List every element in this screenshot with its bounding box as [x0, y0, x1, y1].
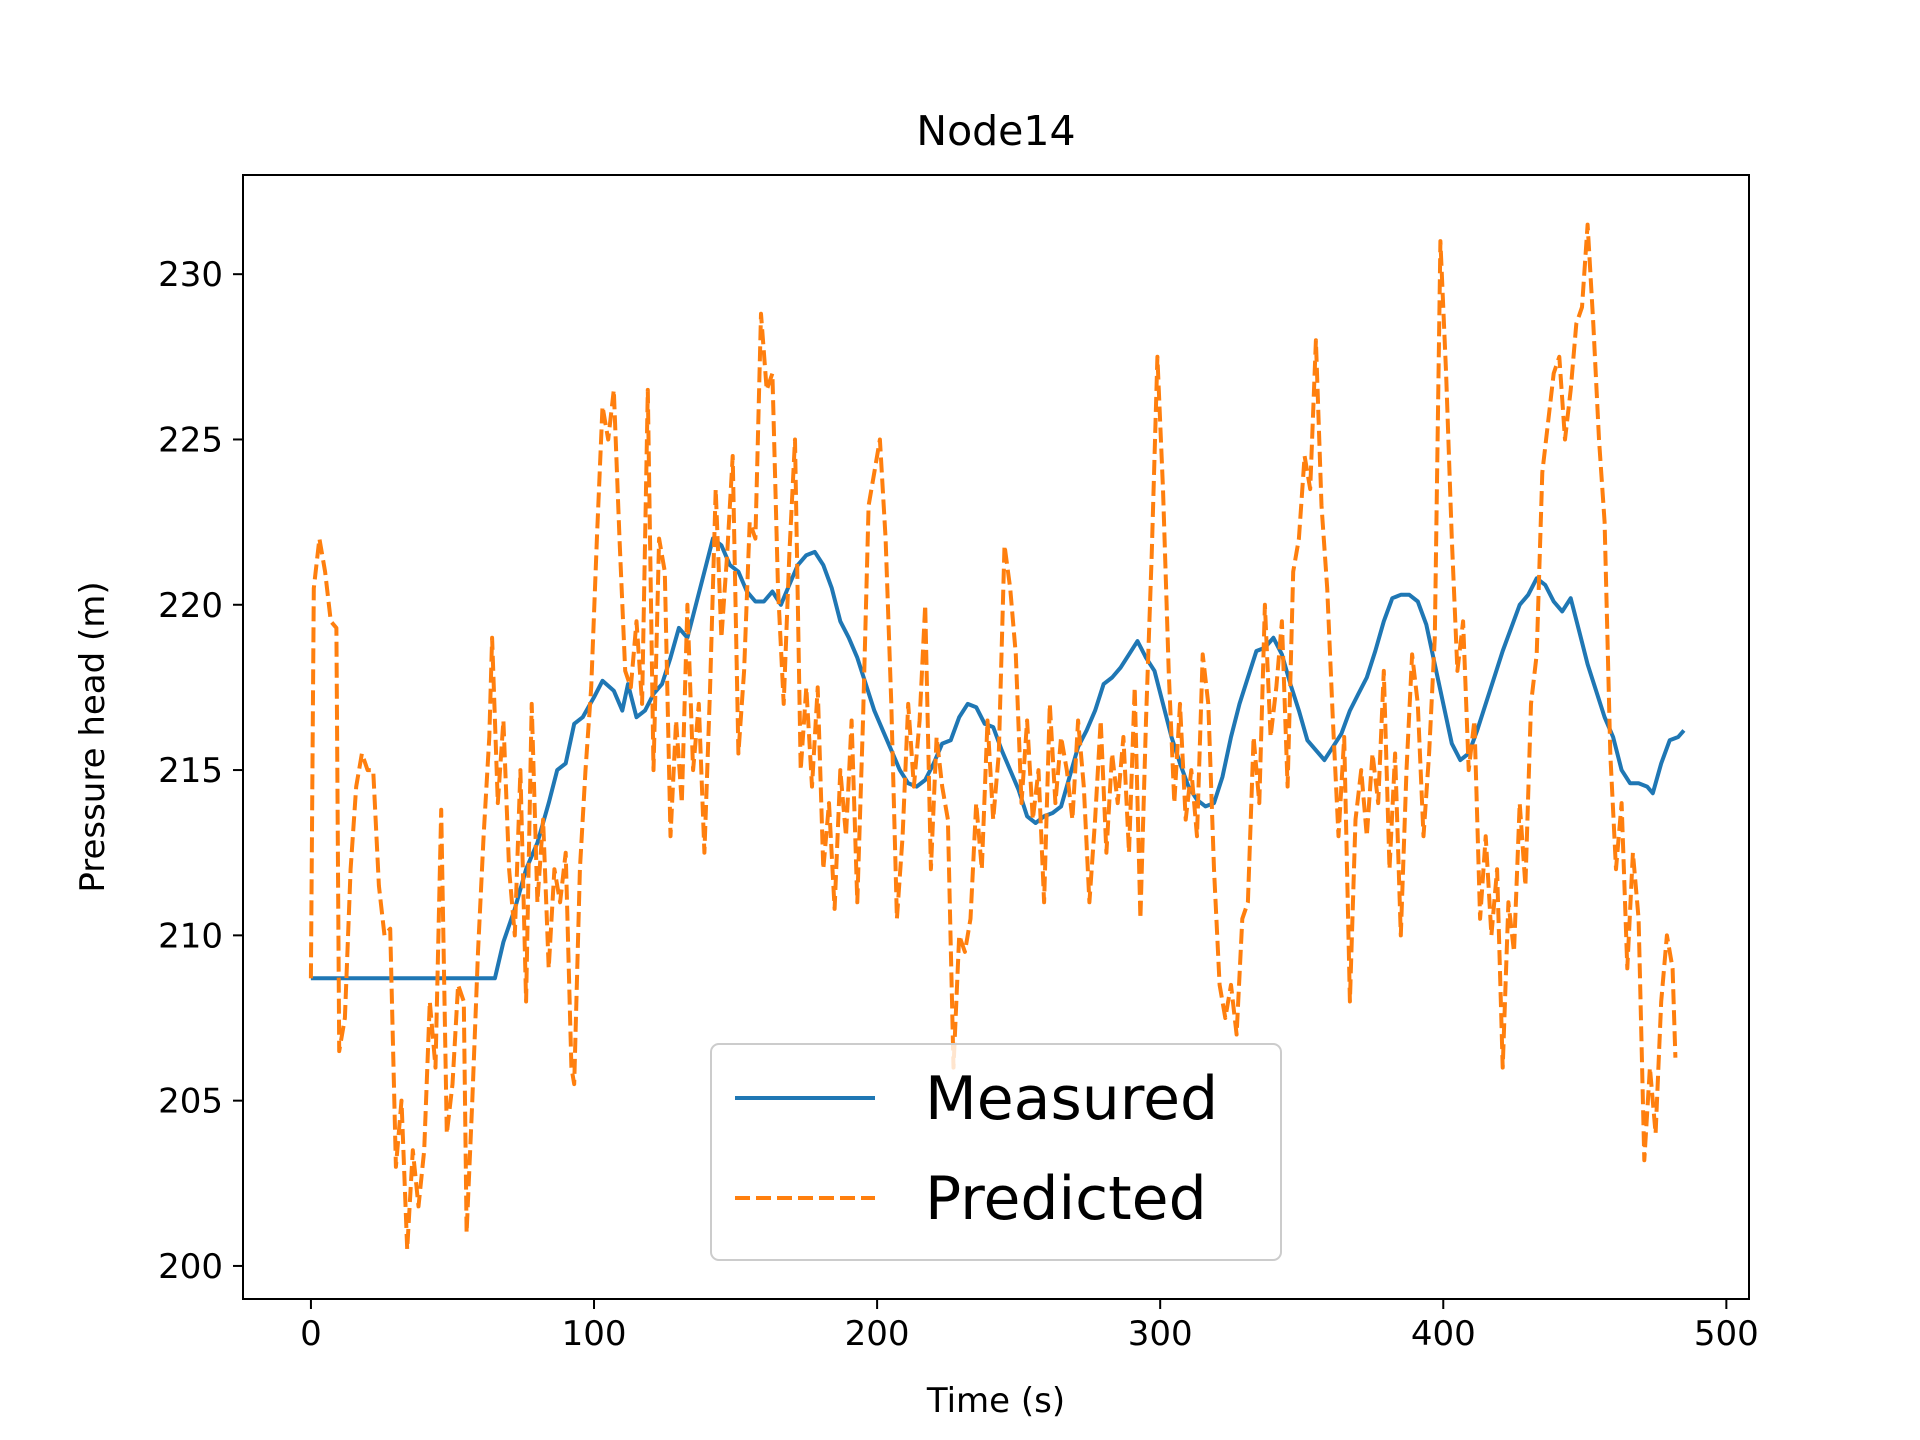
y-tick-label: 220: [158, 586, 223, 626]
legend-label-measured: Measured: [925, 1064, 1218, 1134]
y-axis: 200 205 210 215 220 225 230: [158, 255, 243, 1287]
x-tick-label: 300: [1128, 1314, 1193, 1354]
y-axis-label: Pressure head (m): [73, 581, 113, 892]
x-tick-label: 400: [1411, 1314, 1476, 1354]
y-tick-label: 230: [158, 255, 223, 295]
plot-area: [308, 222, 1686, 1252]
x-tick-label: 200: [845, 1314, 910, 1354]
plot-frame: [242, 174, 1750, 1300]
legend: Measured Predicted: [710, 1043, 1282, 1261]
y-tick-label: 215: [158, 751, 223, 791]
y-tick-label: 200: [158, 1247, 223, 1287]
chart-title: Node14: [916, 107, 1075, 155]
x-axis: 0 100 200 300 400 500: [300, 1299, 1759, 1354]
x-tick-label: 0: [300, 1314, 322, 1354]
x-axis-label: Time (s): [926, 1381, 1065, 1421]
series-line-measured: [310, 536, 1686, 981]
y-tick-label: 225: [158, 420, 223, 460]
legend-label-predicted: Predicted: [925, 1164, 1207, 1234]
y-tick-label: 205: [158, 1082, 223, 1122]
y-tick-label: 210: [158, 916, 223, 956]
series-line-predicted: [308, 222, 1678, 1252]
x-tick-label: 500: [1694, 1314, 1759, 1354]
x-tick-label: 100: [562, 1314, 627, 1354]
